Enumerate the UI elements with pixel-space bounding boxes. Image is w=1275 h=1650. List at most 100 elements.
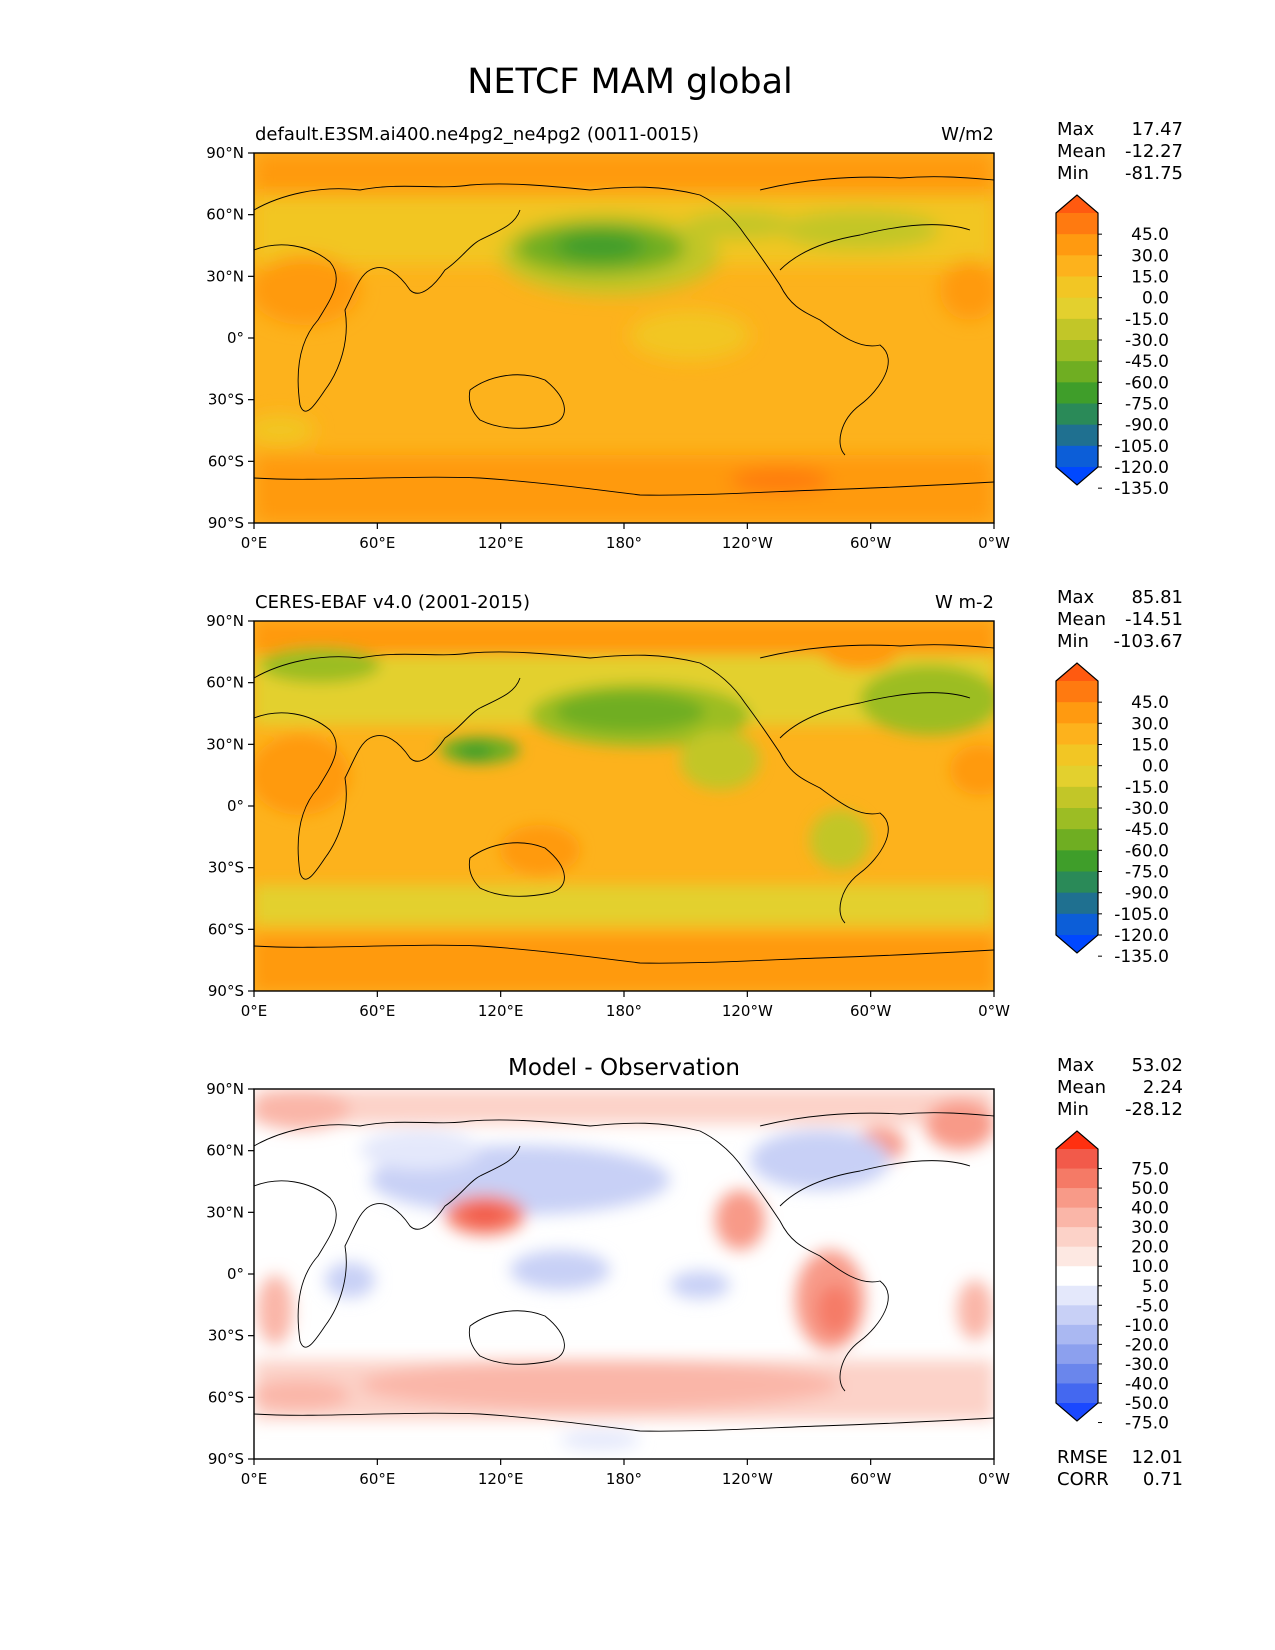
colorbar-segment [1056,808,1098,830]
colorbar-segment [1056,1246,1098,1267]
y-tick-label: 90°N [206,612,244,630]
colorbar-tick-label: -60.0 [1125,841,1169,861]
x-tick-label: 0°W [978,534,1010,552]
colorbar-segment [1056,1227,1098,1248]
colorbar-segment [1056,829,1098,851]
metric-value: 0.71 [1143,1469,1183,1490]
panel-units: W/m2 [941,124,994,145]
stat-value: 85.81 [1131,587,1183,608]
y-tick-label: 90°S [208,1450,244,1468]
colorbar-tick-label: 20.0 [1131,1238,1169,1258]
colorbar-segment [1056,1285,1098,1306]
colorbar-segment [1056,765,1098,788]
y-axis: 90°N 60°N 30°N 0° 30°S 60°S 90°S [206,612,254,1000]
colorbar-segment [1056,403,1098,426]
x-tick-label: 0°E [241,1470,268,1488]
colorbar-extend-max [1056,195,1098,213]
colorbar-segment [1056,892,1098,915]
x-tick-label: 120°E [478,1470,524,1488]
colorbar-tick-label: 30.0 [1131,246,1169,266]
colorbar-segment [1056,1266,1098,1287]
y-tick-label: 60°S [208,920,244,938]
x-tick-label: 60°W [850,1470,892,1488]
colorbar-segment [1056,318,1098,341]
colorbar-segment [1056,702,1098,724]
colorbar-tick-label: -10.0 [1125,1316,1169,1336]
y-tick-label: 0° [227,797,244,815]
stat-label: Max [1057,1055,1095,1076]
colorbar-segment [1056,1168,1098,1189]
x-tick-label: 120°W [722,1470,773,1488]
colorbar-tick-label: 50.0 [1131,1179,1169,1199]
colorbar-segment [1056,297,1098,320]
colorbar-tick-label: 45.0 [1131,693,1169,713]
colorbar-extend-min [1056,467,1098,485]
x-tick-label: 120°E [478,1002,524,1020]
y-tick-label: 90°S [208,982,244,1000]
colorbar-segment [1056,1363,1098,1384]
colorbar-tick-label: -50.0 [1125,1394,1169,1414]
colorbar-tick-label: -90.0 [1125,416,1169,436]
panel-model: default.E3SM.ai400.ne4pg2_ne4pg2 (0011-0… [206,119,1183,552]
coastlines [254,644,994,964]
stat-value: -81.75 [1125,163,1183,184]
colorbar-tick-label: -30.0 [1125,1355,1169,1375]
y-tick-label: 0° [227,1265,244,1283]
colorbar-tick-label: 0.0 [1142,757,1169,777]
y-tick-label: 90°N [206,1080,244,1098]
coastlines [254,176,994,496]
colorbar-tick-label: 5.0 [1142,1277,1169,1297]
colorbar-segment [1056,744,1098,767]
stat-value: -14.51 [1125,609,1183,630]
colorbar-tick-label: -60.0 [1125,373,1169,393]
colorbar-tick-label: 30.0 [1131,1218,1169,1238]
y-tick-label: 30°N [206,1203,244,1221]
x-tick-label: 0°E [241,1002,268,1020]
colorbar-tick-label: -135.0 [1114,947,1169,967]
y-tick-label: 30°N [206,267,244,285]
y-tick-label: 30°S [208,859,244,877]
colorbar-segment [1056,1383,1098,1404]
x-tick-label: 180° [606,534,642,552]
stat-label: Min [1057,1099,1089,1120]
colorbar-segment [1056,1344,1098,1365]
figure-title: NETCF MAM global [467,62,793,102]
colorbar-segment [1056,424,1098,447]
map-field [254,621,994,991]
panel-title-left: CERES-EBAF v4.0 (2001-2015) [255,592,530,613]
colorbar-segment [1056,255,1098,277]
y-tick-label: 90°N [206,144,244,162]
colorbar-extend-max [1056,1131,1098,1149]
colorbar-tick-label: 0.0 [1142,289,1169,309]
panel-title-left: default.E3SM.ai400.ne4pg2_ne4pg2 (0011-0… [255,124,699,145]
y-tick-label: 30°N [206,735,244,753]
x-tick-label: 60°E [359,1470,395,1488]
x-tick-label: 0°W [978,1002,1010,1020]
colorbar-segment [1056,1188,1098,1209]
colorbar-segment [1056,850,1098,872]
colorbar-segment [1056,681,1098,703]
stat-label: Min [1057,163,1089,184]
colorbar-segment [1056,382,1098,404]
colorbar-tick-label: -105.0 [1114,905,1169,925]
stat-value: 17.47 [1131,119,1183,140]
x-tick-label: 120°W [722,1002,773,1020]
x-tick-label: 60°E [359,534,395,552]
stats-box: Max 17.47 Mean -12.27 Min -81.75 [1057,119,1183,184]
colorbar-segment [1056,1207,1098,1228]
colorbar-tick-label: -15.0 [1125,310,1169,330]
coastlines [254,1112,994,1432]
y-axis: 90°N 60°N 30°N 0° 30°S 60°S 90°S [206,144,254,532]
x-tick-label: 180° [606,1002,642,1020]
x-axis: 0°E 60°E 120°E 180° 120°W 60°W 0°W [241,523,1010,552]
y-axis: 90°N 60°N 30°N 0° 30°S 60°S 90°S [206,1080,254,1468]
x-axis: 0°E 60°E 120°E 180° 120°W 60°W 0°W [241,991,1010,1020]
panel-difference: Model - Observation [206,1055,1183,1490]
colorbar-segment [1056,1305,1098,1326]
map-field [254,153,994,523]
x-axis: 0°E 60°E 120°E 180° 120°W 60°W 0°W [241,1459,1010,1488]
colorbar: 45.030.015.00.0-15.0-30.0-45.0-60.0-75.0… [1055,662,1169,967]
colorbar-segment [1056,445,1098,468]
colorbar-segment [1056,1149,1098,1170]
